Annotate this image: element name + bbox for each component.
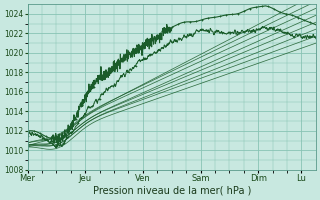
X-axis label: Pression niveau de la mer( hPa ): Pression niveau de la mer( hPa ) [92,186,251,196]
